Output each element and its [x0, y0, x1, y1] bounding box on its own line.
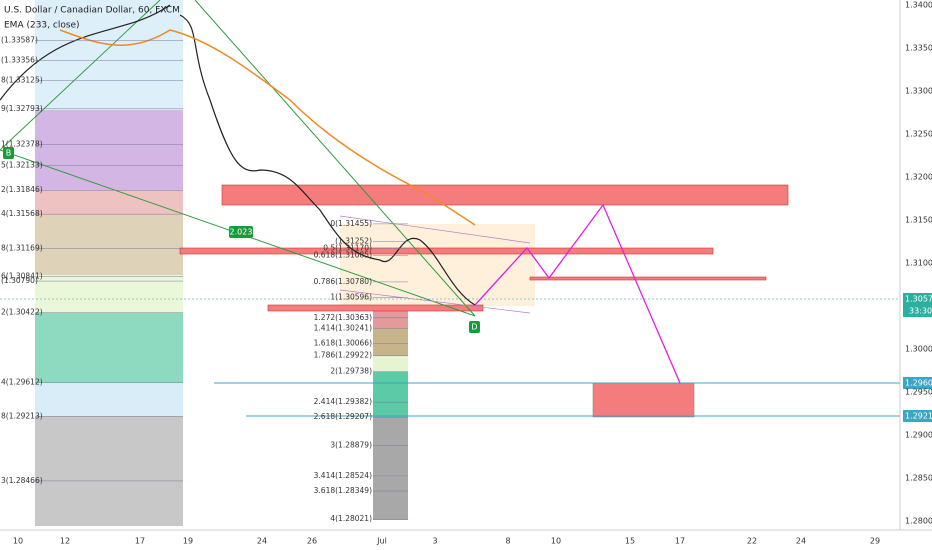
price-label: 1.34000	[905, 1, 932, 10]
time-label: 10	[13, 537, 23, 546]
fib-label: 8(1.31169)	[1, 243, 43, 252]
fib-label: 9(1.32793)	[1, 104, 43, 113]
countdown-tag	[903, 305, 932, 317]
time-label: 19	[183, 537, 193, 546]
level-price-2: 1.29217	[905, 412, 932, 421]
fib-label: 0.5(1.31170)	[323, 243, 372, 252]
fib-label: (1.33356)	[1, 55, 38, 64]
price-label: 1.31000	[905, 259, 932, 268]
price-label: 1.28500	[905, 474, 932, 483]
fib-label: 0.786(1.30780)	[314, 277, 372, 286]
price-label: 1.33500	[905, 44, 932, 53]
fib-label: 1.272(1.30363)	[314, 313, 372, 322]
marker-d: D	[471, 323, 477, 332]
fib-label: 4(1.29612)	[1, 377, 43, 386]
marker-b: B	[6, 149, 12, 158]
fib-label: 4(1.28021)	[330, 514, 372, 523]
time-label: 12	[60, 537, 70, 546]
fib-label: (1.31252)	[335, 236, 372, 245]
left-fib-bands	[35, 0, 183, 526]
trend-lines	[0, 0, 681, 384]
fib-label: 1.414(1.30241)	[314, 323, 372, 332]
fib-label: 6(1.30841)	[1, 272, 43, 281]
fib-label: 2(1.31846)	[1, 185, 43, 194]
ratio-box	[229, 226, 253, 238]
price-label: 1.29500	[905, 388, 932, 397]
fib-label: 2.618(1.29207)	[314, 412, 372, 421]
price-label: 1.32500	[905, 130, 932, 139]
fib-label: 0(1.31455)	[330, 219, 372, 228]
fib-label: 3(1.28879)	[330, 440, 372, 449]
last-price: 1.30574	[905, 295, 932, 304]
countdown: 33:30	[909, 307, 932, 316]
ratio-label: 2.023	[230, 228, 253, 237]
time-label: 22	[747, 537, 757, 546]
fib-label: 0.618(1.31085)	[314, 251, 372, 260]
time-label: Jul	[376, 537, 387, 546]
time-label: 17	[135, 537, 145, 546]
time-label: 24	[796, 537, 806, 546]
marker-d-box	[469, 321, 480, 333]
time-label: 3	[432, 537, 437, 546]
price-label: 1.30000	[905, 345, 932, 354]
fib-label: 4(1.31568)	[1, 209, 43, 218]
fib-label: 1.786(1.29922)	[314, 351, 372, 360]
level-tag-2	[903, 410, 932, 422]
fib-label: 2(1.29738)	[330, 367, 372, 376]
fib-label: 8(1.29213)	[1, 412, 43, 421]
price-label: 1.32000	[905, 173, 932, 182]
fib-label: 1(1.32378)	[1, 139, 43, 148]
last-tag	[903, 293, 932, 305]
price-label: 1.33000	[905, 87, 932, 96]
marker-b-box	[3, 147, 14, 159]
fib-label: (1.33587)	[1, 36, 38, 45]
time-label: 17	[675, 537, 685, 546]
fib-label: 2.414(1.29382)	[314, 397, 372, 406]
fib-label: 3.618(1.28349)	[314, 486, 372, 495]
fib-label: (1.30790)	[1, 276, 38, 285]
time-label: 15	[625, 537, 635, 546]
fib-label: 5(1.32133)	[1, 161, 43, 170]
level-tag-1	[903, 377, 932, 389]
fib-label: 1.618(1.30066)	[314, 338, 372, 347]
symbol-title: U.S. Dollar / Canadian Dollar, 60, FXCM	[4, 6, 180, 16]
fib-label: 3.414(1.28524)	[314, 471, 372, 480]
zones	[0, 184, 900, 418]
time-label: 24	[257, 537, 267, 546]
fib-label: 3(1.28466)	[1, 476, 43, 485]
level-price-1: 1.29600	[905, 379, 932, 388]
price-label: 1.28000	[905, 517, 932, 526]
fib-label: 8(1.33125)	[1, 75, 43, 84]
time-label: 10	[551, 537, 561, 546]
price-label: 1.29000	[905, 431, 932, 440]
fib-label: 2(1.30422)	[1, 308, 43, 317]
indicator-title: EMA (233, close)	[4, 21, 80, 31]
time-label: 29	[870, 537, 880, 546]
time-label: 8	[505, 537, 510, 546]
time-label: 26	[307, 537, 317, 546]
right-fib-bands	[340, 224, 535, 520]
fib-label: 1(1.30596)	[330, 293, 372, 302]
price-label: 1.31500	[905, 216, 932, 225]
